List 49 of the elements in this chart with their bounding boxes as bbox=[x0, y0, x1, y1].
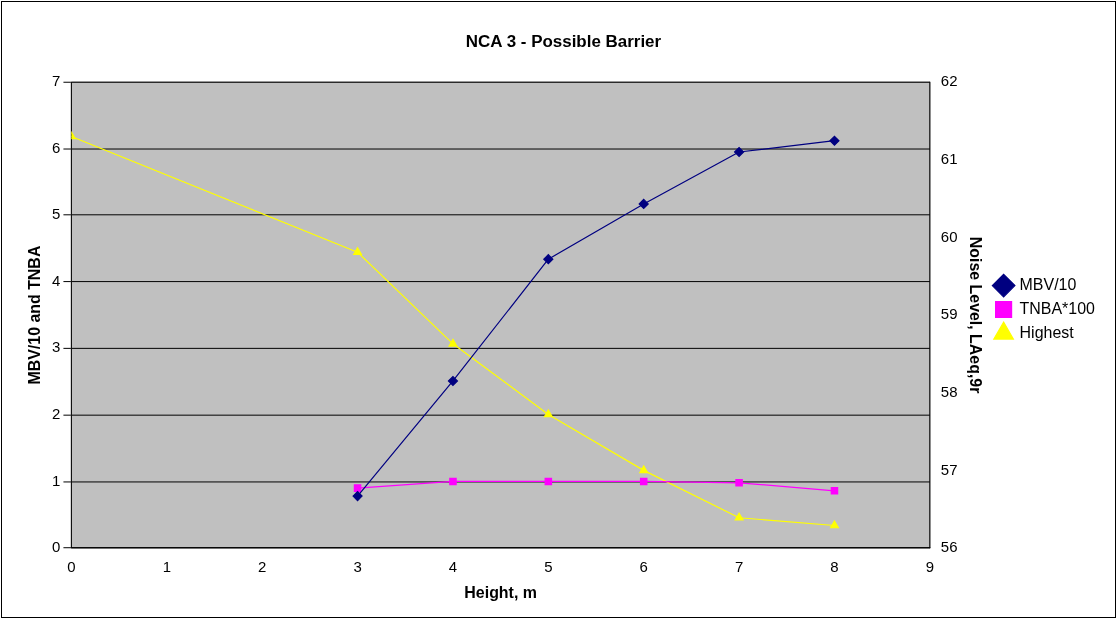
point bbox=[448, 338, 458, 347]
x-tick-label: 9 bbox=[925, 558, 935, 576]
y2-tick-label: 62 bbox=[940, 72, 958, 90]
chart-title: NCA 3 - Possible Barrier bbox=[465, 31, 662, 51]
y2-tick-label: 61 bbox=[940, 149, 958, 167]
y-tick-label: 1 bbox=[52, 471, 61, 489]
x-tick-label: 7 bbox=[734, 558, 744, 576]
point bbox=[353, 247, 363, 256]
point bbox=[830, 487, 839, 495]
y2-tick-label: 57 bbox=[940, 460, 958, 478]
point bbox=[449, 477, 457, 486]
y-axis-title: MBV/10 and TNBA bbox=[25, 245, 43, 385]
point bbox=[447, 375, 459, 387]
y2-tick-label: 59 bbox=[940, 305, 958, 323]
y-tick-label: 2 bbox=[52, 405, 61, 423]
point bbox=[639, 465, 649, 474]
point bbox=[353, 484, 362, 492]
x-tick-label: 2 bbox=[258, 558, 267, 576]
x-tick-label: 0 bbox=[67, 558, 76, 576]
y2-tick-label: 56 bbox=[940, 538, 958, 556]
point bbox=[543, 254, 554, 265]
x-tick-label: 4 bbox=[448, 558, 458, 576]
point bbox=[639, 477, 648, 486]
point bbox=[543, 409, 553, 418]
x-tick-label: 8 bbox=[830, 558, 839, 576]
point bbox=[829, 135, 840, 146]
y-tick-label: 0 bbox=[52, 538, 61, 556]
point bbox=[829, 520, 839, 529]
point bbox=[735, 479, 743, 487]
point bbox=[734, 512, 744, 521]
point bbox=[638, 198, 649, 210]
point bbox=[352, 491, 363, 502]
y-tick-label: 4 bbox=[52, 271, 61, 289]
y2-tick-label: 58 bbox=[940, 382, 958, 400]
y2-axis-title: Noise Level, LAeq,9r bbox=[966, 236, 984, 394]
y-tick-label: 3 bbox=[52, 338, 61, 356]
y-tick-label: 5 bbox=[52, 205, 61, 223]
legend-label: MBV/10 bbox=[1019, 275, 1077, 293]
x-tick-label: 3 bbox=[353, 558, 362, 576]
y-tick-label: 6 bbox=[52, 138, 61, 156]
x-axis-title: Height, m bbox=[464, 583, 537, 601]
x-tick-label: 5 bbox=[544, 558, 553, 576]
y2-tick-label: 60 bbox=[940, 227, 958, 245]
x-tick-label: 6 bbox=[639, 558, 648, 576]
legend-label: Highest bbox=[1019, 323, 1075, 341]
point bbox=[734, 146, 745, 158]
legend-label: TNBA*100 bbox=[1019, 299, 1096, 317]
x-tick-label: 1 bbox=[162, 558, 171, 576]
y-tick-label: 7 bbox=[52, 72, 61, 90]
